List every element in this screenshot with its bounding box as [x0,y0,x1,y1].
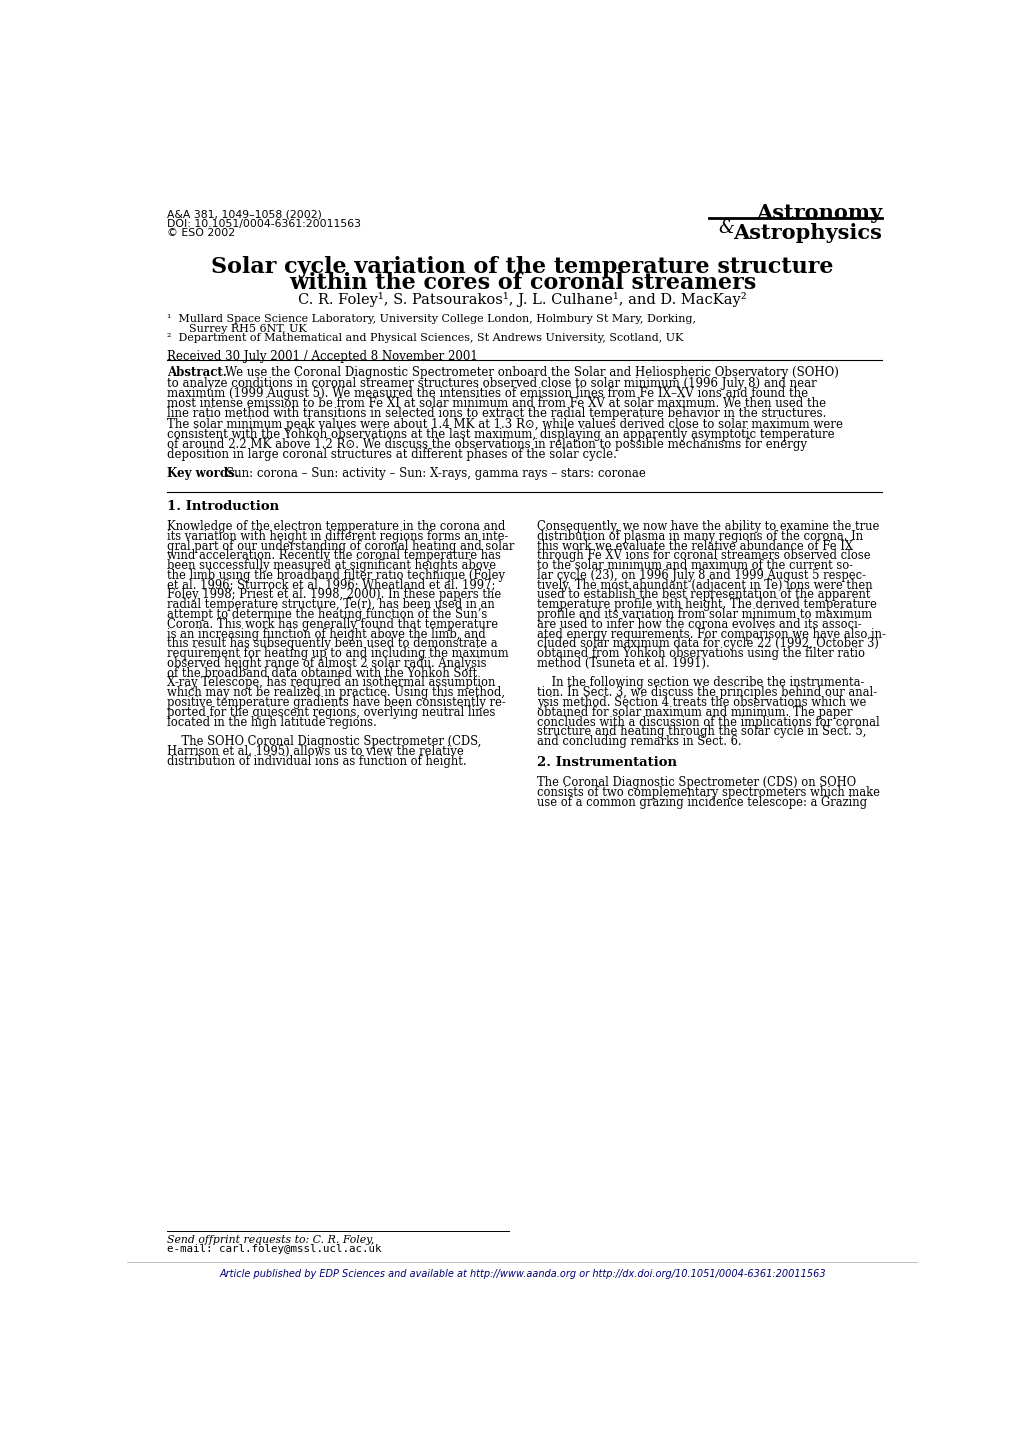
Text: ²  Department of Mathematical and Physical Sciences, St Andrews University, Scot: ² Department of Mathematical and Physica… [167,333,683,343]
Text: In the following section we describe the instrumenta-: In the following section we describe the… [536,677,863,690]
Text: consistent with the Yohkoh observations at the last maximum, displaying an appar: consistent with the Yohkoh observations … [167,427,834,440]
Text: ¹  Mullard Space Science Laboratory, University College London, Holmbury St Mary: ¹ Mullard Space Science Laboratory, Univ… [167,315,695,325]
Text: Abstract.: Abstract. [167,367,226,380]
Text: method (Tsuneta et al. 1991).: method (Tsuneta et al. 1991). [536,657,709,670]
Text: this work we evaluate the relative abundance of Fe IX: this work we evaluate the relative abund… [536,540,852,553]
Text: ysis method. Section 4 treats the observations which we: ysis method. Section 4 treats the observ… [536,696,865,709]
Text: distribution of individual ions as function of height.: distribution of individual ions as funct… [167,755,467,768]
Text: which may not be realized in practice. Using this method,: which may not be realized in practice. U… [167,687,504,700]
Text: C. R. Foley¹, S. Patsourakos¹, J. L. Culhane¹, and D. MacKay²: C. R. Foley¹, S. Patsourakos¹, J. L. Cul… [299,291,746,307]
Text: temperature profile with height. The derived temperature: temperature profile with height. The der… [536,599,876,612]
Text: obtained for solar maximum and minimum. The paper: obtained for solar maximum and minimum. … [536,706,852,719]
Text: to analyze conditions in coronal streamer structures observed close to solar min: to analyze conditions in coronal streame… [167,377,816,390]
Text: line ratio method with transitions in selected ions to extract the radial temper: line ratio method with transitions in se… [167,407,825,420]
Text: Solar cycle variation of the temperature structure: Solar cycle variation of the temperature… [211,257,834,278]
Text: Key words.: Key words. [167,466,238,479]
Text: are used to infer how the corona evolves and its associ-: are used to infer how the corona evolves… [536,618,861,631]
Text: within the cores of coronal streamers: within the cores of coronal streamers [288,273,756,294]
Text: observed height range of almost 2 solar radii. Analysis: observed height range of almost 2 solar … [167,657,486,670]
Text: 1. Introduction: 1. Introduction [167,501,279,514]
Text: of the broadband data obtained with the Yohkoh Soft: of the broadband data obtained with the … [167,667,477,680]
Text: of around 2.2 MK above 1.2 R⊙. We discuss the observations in relation to possib: of around 2.2 MK above 1.2 R⊙. We discus… [167,439,806,452]
Text: A&A 381, 1049–1058 (2002): A&A 381, 1049–1058 (2002) [167,209,322,219]
Text: Send offprint requests to: C. R. Foley,: Send offprint requests to: C. R. Foley, [167,1235,374,1245]
Text: X-ray Telescope, has required an isothermal assumption: X-ray Telescope, has required an isother… [167,677,495,690]
Text: ported for the quiescent regions, overlying neutral lines: ported for the quiescent regions, overly… [167,706,495,719]
Text: &: & [717,219,734,237]
Text: Harrison et al. 1995) allows us to view the relative: Harrison et al. 1995) allows us to view … [167,745,464,758]
Text: Consequently, we now have the ability to examine the true: Consequently, we now have the ability to… [536,519,878,532]
Text: the limb using the broadband filter ratio technique (Foley: the limb using the broadband filter rati… [167,569,504,582]
Text: and concluding remarks in Sect. 6.: and concluding remarks in Sect. 6. [536,734,741,747]
Text: Surrey RH5 6NT, UK: Surrey RH5 6NT, UK [189,325,307,335]
Text: is an increasing function of height above the limb, and: is an increasing function of height abov… [167,628,485,641]
Text: positive temperature gradients have been consistently re-: positive temperature gradients have been… [167,696,505,709]
Text: © ESO 2002: © ESO 2002 [167,228,235,238]
Text: Astronomy: Astronomy [755,203,881,224]
Text: The solar minimum peak values were about 1.4 MK at 1.3 R⊙, while values derived : The solar minimum peak values were about… [167,417,842,430]
Text: its variation with height in different regions forms an inte-: its variation with height in different r… [167,530,507,543]
Text: gral part of our understanding of coronal heating and solar: gral part of our understanding of corona… [167,540,514,553]
Text: this result has subsequently been used to demonstrate a: this result has subsequently been used t… [167,638,497,651]
Text: tively. The most abundant (adjacent in Te) ions were then: tively. The most abundant (adjacent in T… [536,579,871,592]
Text: cluded solar maximum data for cycle 22 (1992, October 3): cluded solar maximum data for cycle 22 (… [536,638,878,651]
Text: attempt to determine the heating function of the Sun’s: attempt to determine the heating functio… [167,608,487,620]
Text: located in the high latitude regions.: located in the high latitude regions. [167,716,376,729]
Text: DOI: 10.1051/0004-6361:20011563: DOI: 10.1051/0004-6361:20011563 [167,219,361,229]
Text: Sun: corona – Sun: activity – Sun: X-rays, gamma rays – stars: coronae: Sun: corona – Sun: activity – Sun: X-ray… [225,466,645,479]
Text: radial temperature structure, Te(r), has been used in an: radial temperature structure, Te(r), has… [167,599,494,612]
Text: distribution of plasma in many regions of the corona. In: distribution of plasma in many regions o… [536,530,862,543]
Text: profile and its variation from solar minimum to maximum: profile and its variation from solar min… [536,608,871,620]
Text: We use the Coronal Diagnostic Spectrometer onboard the Solar and Heliospheric Ob: We use the Coronal Diagnostic Spectromet… [224,367,838,380]
Text: lar cycle (23), on 1996 July 8 and 1999 August 5 respec-: lar cycle (23), on 1996 July 8 and 1999 … [536,569,865,582]
Text: Corona. This work has generally found that temperature: Corona. This work has generally found th… [167,618,497,631]
Text: been successfully measured at significant heights above: been successfully measured at significan… [167,558,495,571]
Text: The SOHO Coronal Diagnostic Spectrometer (CDS,: The SOHO Coronal Diagnostic Spectrometer… [167,734,481,747]
Text: deposition in large coronal structures at different phases of the solar cycle.: deposition in large coronal structures a… [167,449,616,462]
Text: tion. In Sect. 3, we discuss the principles behind our anal-: tion. In Sect. 3, we discuss the princip… [536,687,876,700]
Text: through Fe XV ions for coronal streamers observed close: through Fe XV ions for coronal streamers… [536,550,870,563]
Text: requirement for heating up to and including the maximum: requirement for heating up to and includ… [167,646,508,659]
Text: The Coronal Diagnostic Spectrometer (CDS) on SOHO: The Coronal Diagnostic Spectrometer (CDS… [536,776,855,789]
Text: wind acceleration. Recently the coronal temperature has: wind acceleration. Recently the coronal … [167,550,500,563]
Text: maximum (1999 August 5). We measured the intensities of emission lines from Fe I: maximum (1999 August 5). We measured the… [167,387,807,400]
Text: use of a common grazing incidence telescope: a Grazing: use of a common grazing incidence telesc… [536,795,866,808]
Text: Received 30 July 2001 / Accepted 8 November 2001: Received 30 July 2001 / Accepted 8 Novem… [167,349,477,362]
Text: ated energy requirements. For comparison we have also in-: ated energy requirements. For comparison… [536,628,884,641]
Text: used to establish the best representation of the apparent: used to establish the best representatio… [536,589,869,602]
Text: most intense emission to be from Fe XI at solar minimum and from Fe XV at solar : most intense emission to be from Fe XI a… [167,397,825,410]
Text: Article published by EDP Sciences and available at http://www.aanda.org or http:: Article published by EDP Sciences and av… [219,1268,825,1278]
Text: 2. Instrumentation: 2. Instrumentation [536,756,677,769]
Text: et al. 1996; Sturrock et al. 1996; Wheatland et al. 1997;: et al. 1996; Sturrock et al. 1996; Wheat… [167,579,495,592]
Text: consists of two complementary spectrometers which make: consists of two complementary spectromet… [536,786,879,799]
Text: Knowledge of the electron temperature in the corona and: Knowledge of the electron temperature in… [167,519,504,532]
Text: Foley 1998; Priest et al. 1998, 2000). In these papers the: Foley 1998; Priest et al. 1998, 2000). I… [167,589,500,602]
Text: to the solar minimum and maximum of the current so-: to the solar minimum and maximum of the … [536,558,852,571]
Text: obtained from Yohkoh observations using the filter ratio: obtained from Yohkoh observations using … [536,646,864,659]
Text: concludes with a discussion of the implications for coronal: concludes with a discussion of the impli… [536,716,878,729]
Text: Astrophysics: Astrophysics [733,224,881,244]
Text: e-mail: carl.foley@mssl.ucl.ac.uk: e-mail: carl.foley@mssl.ucl.ac.uk [167,1244,381,1254]
Text: structure and heating through the solar cycle in Sect. 5,: structure and heating through the solar … [536,726,865,739]
